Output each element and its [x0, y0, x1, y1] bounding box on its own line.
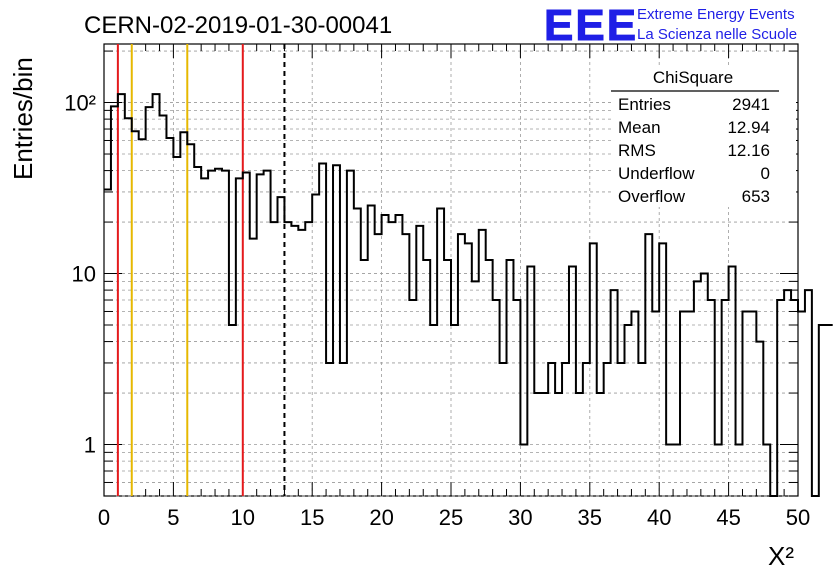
x-tick-label: 30	[508, 505, 532, 530]
stats-box: ChiSquare Entries 2941 Mean 12.94 RMS 12.16 Un…	[611, 66, 796, 207]
x-tick-label: 25	[439, 505, 463, 530]
x-tick-label: 35	[578, 505, 602, 530]
x-axis-ticks: 0 5 10 15 20 25 30 35 40 45 50	[98, 44, 810, 530]
stats-row-label: Mean	[618, 118, 661, 137]
stats-row-value: 0	[761, 164, 770, 183]
histogram-series	[104, 93, 833, 497]
stats-box-background	[611, 66, 796, 207]
stats-row-value: 2941	[732, 95, 770, 114]
stats-row-value: 653	[742, 187, 770, 206]
eee-logo-line2: La Scienza nelle Scuole	[637, 26, 797, 43]
x-tick-label: 50	[786, 505, 810, 530]
stats-row-label: Overflow	[618, 187, 686, 206]
eee-logo: EEE Extreme Energy Events La Scienza nel…	[544, 1, 798, 51]
x-tick-label: 40	[647, 505, 671, 530]
stats-row-label: Underflow	[618, 164, 695, 183]
stats-row-label: RMS	[618, 141, 656, 160]
eee-logo-letters: EEE	[544, 1, 638, 50]
x-tick-label: 15	[300, 505, 324, 530]
y-axis-label: Entries/bin	[8, 57, 38, 180]
y-tick-label: 10²	[64, 91, 96, 116]
x-tick-label: 10	[231, 505, 255, 530]
eee-logo-line1: Extreme Energy Events	[637, 6, 795, 23]
stats-row-value: 12.94	[727, 118, 770, 137]
y-tick-label: 1	[84, 433, 96, 458]
y-tick-label: 10	[72, 262, 96, 287]
x-tick-label: 20	[369, 505, 393, 530]
x-tick-label: 45	[716, 505, 740, 530]
stats-row-value: 12.16	[727, 141, 770, 160]
stats-row-label: Entries	[618, 95, 671, 114]
vertical-marker-lines	[116, 44, 286, 496]
x-tick-label: 0	[98, 505, 110, 530]
x-axis-label: X²	[768, 541, 794, 571]
run-title: CERN-02-2019-01-30-00041	[84, 12, 392, 39]
stats-rows: Entries 2941 Mean 12.94 RMS 12.16 Underflow 0 Ov…	[618, 95, 770, 206]
x-tick-label: 5	[167, 505, 179, 530]
stats-title: ChiSquare	[653, 68, 733, 87]
